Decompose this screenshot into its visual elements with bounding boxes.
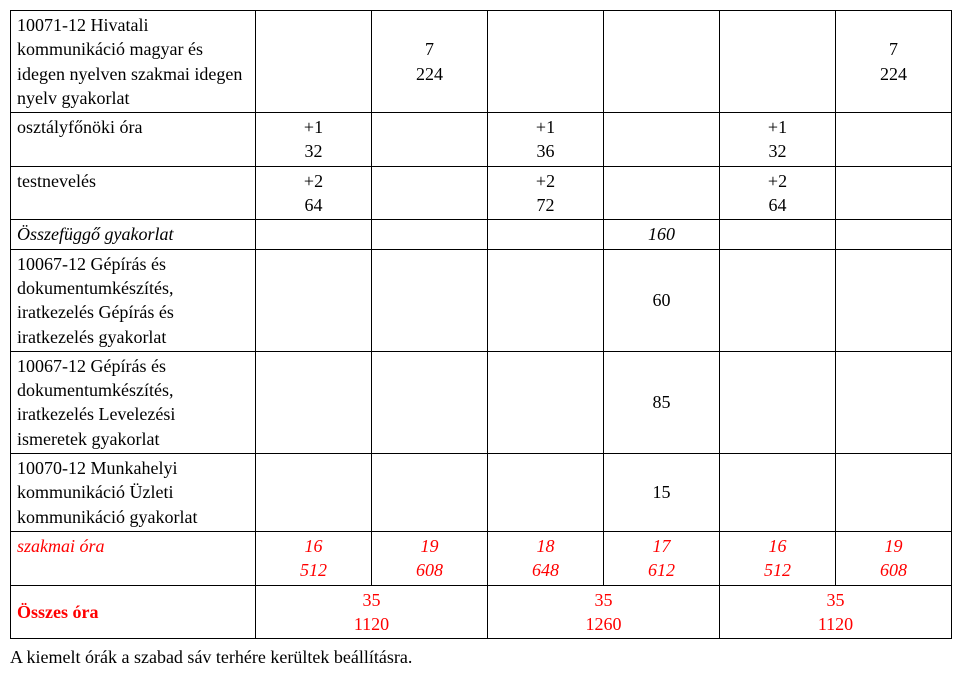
row-label: 10067-12 Gépírás és dokumentumkészítés, … xyxy=(11,249,256,351)
cell xyxy=(720,220,836,249)
curriculum-table: 10071-12 Hivatali kommunikáció magyar és… xyxy=(10,10,952,639)
cell xyxy=(836,351,952,453)
cell xyxy=(720,11,836,113)
cell: +1 32 xyxy=(256,113,372,167)
cell xyxy=(372,351,488,453)
table-row: Összefüggő gyakorlat 160 xyxy=(11,220,952,249)
cell: 35 1260 xyxy=(488,585,720,639)
cell xyxy=(488,249,604,351)
cell: 160 xyxy=(604,220,720,249)
row-label: testnevelés xyxy=(11,166,256,220)
cell: 85 xyxy=(604,351,720,453)
table-row: 10067-12 Gépírás és dokumentumkészítés, … xyxy=(11,249,952,351)
cell xyxy=(372,220,488,249)
cell xyxy=(256,454,372,532)
cell: 35 1120 xyxy=(256,585,488,639)
table-row: 10070-12 Munkahelyi kommunikáció Üzleti … xyxy=(11,454,952,532)
row-label: 10067-12 Gépírás és dokumentumkészítés, … xyxy=(11,351,256,453)
cell xyxy=(372,249,488,351)
cell: 7 224 xyxy=(836,11,952,113)
cell: 16 512 xyxy=(256,531,372,585)
row-label: 10071-12 Hivatali kommunikáció magyar és… xyxy=(11,11,256,113)
cell xyxy=(488,351,604,453)
cell: 19 608 xyxy=(372,531,488,585)
cell xyxy=(488,454,604,532)
table-row: 10071-12 Hivatali kommunikáció magyar és… xyxy=(11,11,952,113)
cell xyxy=(488,220,604,249)
cell: 19 608 xyxy=(836,531,952,585)
cell xyxy=(604,166,720,220)
cell: 17 612 xyxy=(604,531,720,585)
cell: 7 224 xyxy=(372,11,488,113)
cell xyxy=(372,166,488,220)
cell xyxy=(372,113,488,167)
cell: 18 648 xyxy=(488,531,604,585)
cell xyxy=(720,454,836,532)
row-label: Összefüggő gyakorlat xyxy=(11,220,256,249)
table-row: osztályfőnöki óra +1 32 +1 36 +1 32 xyxy=(11,113,952,167)
cell xyxy=(836,249,952,351)
cell xyxy=(256,249,372,351)
cell: 16 512 xyxy=(720,531,836,585)
cell xyxy=(720,351,836,453)
cell xyxy=(604,113,720,167)
cell: +1 36 xyxy=(488,113,604,167)
cell xyxy=(720,249,836,351)
table-row: 10067-12 Gépírás és dokumentumkészítés, … xyxy=(11,351,952,453)
cell: 35 1120 xyxy=(720,585,952,639)
cell xyxy=(256,220,372,249)
cell xyxy=(836,454,952,532)
cell xyxy=(372,454,488,532)
cell: 60 xyxy=(604,249,720,351)
row-label: 10070-12 Munkahelyi kommunikáció Üzleti … xyxy=(11,454,256,532)
cell xyxy=(836,220,952,249)
cell xyxy=(256,11,372,113)
row-label: osztályfőnöki óra xyxy=(11,113,256,167)
cell: +2 64 xyxy=(720,166,836,220)
cell xyxy=(256,351,372,453)
cell: +2 72 xyxy=(488,166,604,220)
cell xyxy=(604,11,720,113)
cell xyxy=(836,113,952,167)
table-row: szakmai óra 16 512 19 608 18 648 17 612 … xyxy=(11,531,952,585)
table-row: Összes óra 35 1120 35 1260 35 1120 xyxy=(11,585,952,639)
cell: +1 32 xyxy=(720,113,836,167)
cell: 15 xyxy=(604,454,720,532)
cell: +2 64 xyxy=(256,166,372,220)
row-label: szakmai óra xyxy=(11,531,256,585)
table-row: testnevelés +2 64 +2 72 +2 64 xyxy=(11,166,952,220)
cell xyxy=(836,166,952,220)
cell xyxy=(488,11,604,113)
row-label: Összes óra xyxy=(11,585,256,639)
footer-note: A kiemelt órák a szabad sáv terhére kerü… xyxy=(10,647,950,668)
